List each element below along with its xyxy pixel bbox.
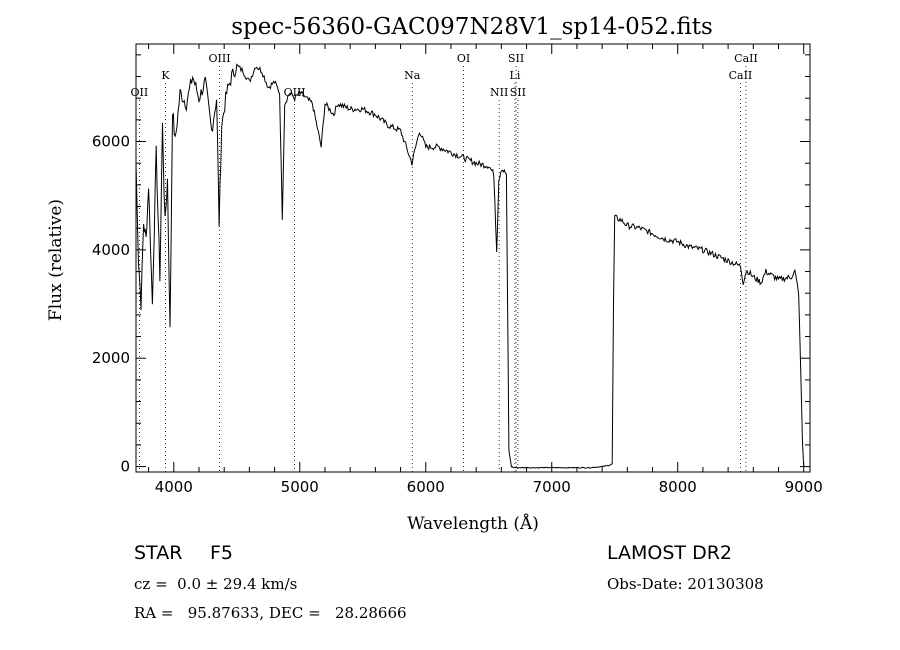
spectral-line-label: K [161, 69, 170, 82]
spectral-line-label: OIII [284, 86, 306, 99]
plot-frame [135, 43, 811, 473]
redshift-velocity: cz = 0.0 ± 29.4 km/s [134, 575, 298, 593]
spectral-line-label: OII [131, 86, 149, 99]
spectral-line-label: CaII [729, 69, 753, 82]
spectral-line-label: Li [510, 69, 521, 82]
y-tick-label: 0 [120, 458, 130, 476]
spectral-line-label: SII [508, 52, 524, 65]
x-tick-label: 8000 [659, 478, 697, 496]
x-tick-label: 7000 [533, 478, 571, 496]
spectral-line-label: CaII [734, 52, 758, 65]
spectral-line-label: SII [510, 86, 526, 99]
y-axis-title: Flux (relative) [46, 199, 66, 321]
x-tick-label: 4000 [155, 478, 193, 496]
chart-title: spec-56360-GAC097N28V1_sp14-052.fits [231, 14, 713, 40]
axis-ticks: 4000 5000 6000 7000 8000 9000 0 2000 4000 6000 [92, 44, 823, 496]
y-tick-label: 6000 [92, 133, 130, 151]
spectral-line-label: OI [457, 52, 470, 65]
spectral-line-label: OIII [208, 52, 230, 65]
spectral-line-label: NII [490, 86, 508, 99]
x-tick-label: 6000 [407, 478, 445, 496]
observation-date: Obs-Date: 20130308 [607, 575, 764, 593]
x-axis-title: Wavelength (Å) [407, 513, 539, 534]
x-tick-label: 9000 [785, 478, 823, 496]
x-tick-label: 5000 [281, 478, 319, 496]
object-type: STAR [134, 542, 183, 564]
y-tick-label: 4000 [92, 241, 130, 259]
coordinates: RA = 95.87633, DEC = 28.28666 [134, 604, 407, 622]
spectral-subclass: F5 [210, 542, 234, 564]
survey-name: LAMOST DR2 [607, 542, 732, 564]
spectrum-series-line [135, 63, 805, 469]
spectral-line-label: Na [404, 69, 421, 82]
y-tick-label: 2000 [92, 349, 130, 367]
